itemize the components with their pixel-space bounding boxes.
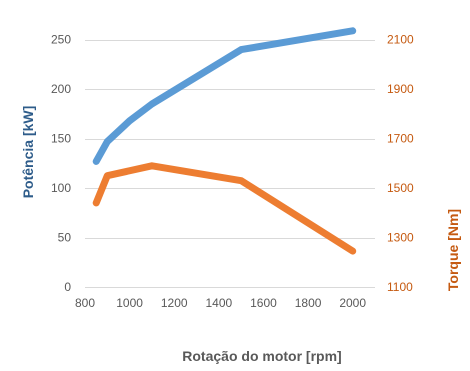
y-tick-label: 0 xyxy=(64,280,71,294)
gridlines xyxy=(85,40,375,288)
y-tick-label: 50 xyxy=(58,231,72,245)
y2-tick-label: 1500 xyxy=(387,181,414,195)
y2-axis-title: Torque [Nm] xyxy=(445,209,461,291)
right-axis-ticks: 1100 1300 1500 1700 1900 2100 xyxy=(387,33,414,294)
y-tick-label: 100 xyxy=(51,181,71,195)
x-tick-label: 1400 xyxy=(205,296,232,310)
y-axis-title: Potência [kW] xyxy=(20,106,36,199)
y-tick-label: 250 xyxy=(51,33,71,47)
x-tick-label: 1800 xyxy=(295,296,322,310)
x-tick-label: 800 xyxy=(75,296,95,310)
y2-tick-label: 1900 xyxy=(387,82,414,96)
x-tick-label: 1000 xyxy=(116,296,143,310)
power-series-line xyxy=(92,27,357,165)
y2-tick-label: 2100 xyxy=(387,33,414,47)
y2-tick-label: 1100 xyxy=(387,280,413,294)
x-axis-title: Rotação do motor [rpm] xyxy=(182,348,341,364)
x-tick-label: 2000 xyxy=(339,296,366,310)
x-tick-label: 1600 xyxy=(250,296,277,310)
y-tick-label: 200 xyxy=(51,82,71,96)
series-lines xyxy=(92,27,357,255)
left-axis-ticks: 0 50 100 150 200 250 xyxy=(51,33,71,294)
torque-series-line xyxy=(92,162,357,255)
x-axis-ticks: 800 1000 1200 1400 1600 1800 2000 xyxy=(75,296,366,310)
y-tick-label: 150 xyxy=(51,132,71,146)
y2-tick-label: 1300 xyxy=(387,231,414,245)
y2-tick-label: 1700 xyxy=(387,132,414,146)
x-tick-label: 1200 xyxy=(161,296,188,310)
